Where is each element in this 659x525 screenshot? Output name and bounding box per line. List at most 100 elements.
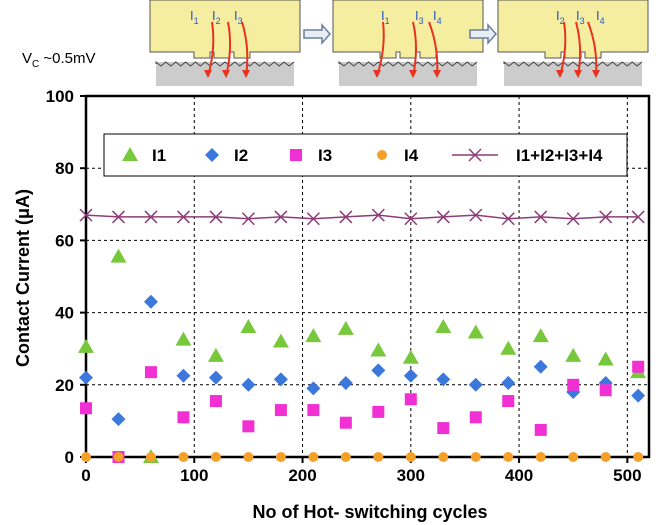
legend-marker (377, 150, 387, 160)
data-point (405, 452, 416, 462)
transition-arrow (469, 23, 498, 45)
data-point (437, 422, 450, 435)
data-point (599, 384, 612, 397)
data-point (339, 416, 352, 429)
y-tick-label: 20 (55, 376, 74, 395)
data-point (597, 351, 614, 366)
data-point (436, 210, 450, 224)
data-point (305, 328, 322, 343)
data-point (272, 333, 289, 348)
current-label-main: I (415, 8, 419, 23)
y-tick-label: 0 (65, 448, 74, 467)
data-point (308, 452, 319, 462)
current-label-main: I (556, 8, 560, 23)
data-point (534, 210, 548, 224)
vc-prefix: V (22, 50, 32, 67)
current-label: I2 (556, 8, 565, 26)
transition-arrow (303, 23, 332, 45)
data-point (532, 328, 549, 343)
schematic-panel: I2 I3 I4 (497, 0, 649, 86)
arrowhead (574, 70, 582, 78)
data-point (469, 411, 482, 424)
arrowhead (433, 70, 441, 78)
arrowhead (222, 70, 230, 78)
data-point (337, 320, 354, 335)
data-point (145, 452, 156, 462)
data-point (568, 452, 579, 462)
current-label: I4 (596, 8, 605, 26)
data-point (501, 212, 515, 226)
x-axis-title: No of Hot- switching cycles (252, 502, 487, 522)
data-point (176, 210, 190, 224)
current-label-sub: 4 (600, 16, 605, 26)
data-point (306, 212, 320, 226)
data-point (404, 393, 417, 406)
data-point (207, 347, 224, 362)
data-point (468, 377, 483, 392)
current-label-sub: 3 (419, 16, 424, 26)
data-point (470, 452, 481, 462)
current-label-sub: 3 (580, 16, 585, 26)
data-point (503, 452, 514, 462)
series-i3 (80, 360, 645, 463)
data-point (177, 411, 190, 424)
data-point (78, 338, 94, 353)
arrowhead (409, 70, 417, 78)
x-tick-label: 0 (81, 466, 90, 485)
data-point (113, 452, 124, 462)
schematic-panel: I1 I2 I3 (149, 0, 301, 86)
data-point (79, 208, 93, 222)
vc-label: VC ~0.5mV (22, 50, 96, 70)
contact-block (149, 0, 301, 59)
x-tick-label: 500 (613, 466, 641, 485)
y-tick-label: 40 (55, 304, 74, 323)
schematic-panel: I1 I3 I4 (332, 0, 484, 86)
vc-value: ~0.5mV (39, 50, 95, 67)
y-tick-label: 80 (55, 159, 74, 178)
data-point (502, 395, 515, 408)
data-point (273, 372, 288, 387)
data-point (565, 347, 582, 362)
current-label-main: I (212, 8, 216, 23)
data-point (241, 377, 256, 392)
data-point (370, 342, 387, 357)
data-point (599, 210, 613, 224)
data-point (209, 395, 222, 408)
legend-box (103, 133, 628, 177)
data-point (80, 402, 92, 415)
current-label: I3 (415, 8, 424, 26)
legend: I1 I2 I3 I4 I1+I2+I3+I4 (103, 133, 628, 177)
legend-label: I1 (152, 146, 166, 165)
data-point (435, 319, 452, 334)
legend-marker (205, 148, 219, 162)
data-point (111, 210, 126, 224)
data-point (144, 210, 158, 224)
data-point (144, 366, 157, 379)
data-point (306, 381, 321, 396)
current-label-main: I (433, 8, 437, 23)
data-point (210, 452, 221, 462)
transition-arrow-shape (303, 23, 332, 45)
data-point (243, 452, 254, 462)
legend-label: I1+I2+I3+I4 (516, 146, 603, 165)
data-point (469, 208, 483, 222)
current-label: I1 (381, 8, 390, 26)
data-point (501, 375, 516, 390)
data-point (600, 452, 611, 462)
current-label: I2 (212, 8, 221, 26)
current-label: I4 (433, 8, 442, 26)
current-label: I3 (576, 8, 585, 26)
arrowhead (373, 70, 381, 78)
data-point (79, 370, 93, 385)
data-point (339, 210, 353, 224)
data-point (533, 359, 548, 374)
current-label-main: I (576, 8, 580, 23)
legend-marker (290, 149, 302, 161)
current-label-sub: 3 (238, 16, 243, 26)
data-point (566, 212, 580, 226)
data-point (402, 349, 419, 364)
data-point (631, 388, 646, 403)
data-point (240, 319, 257, 334)
legend-label: I4 (404, 146, 419, 165)
